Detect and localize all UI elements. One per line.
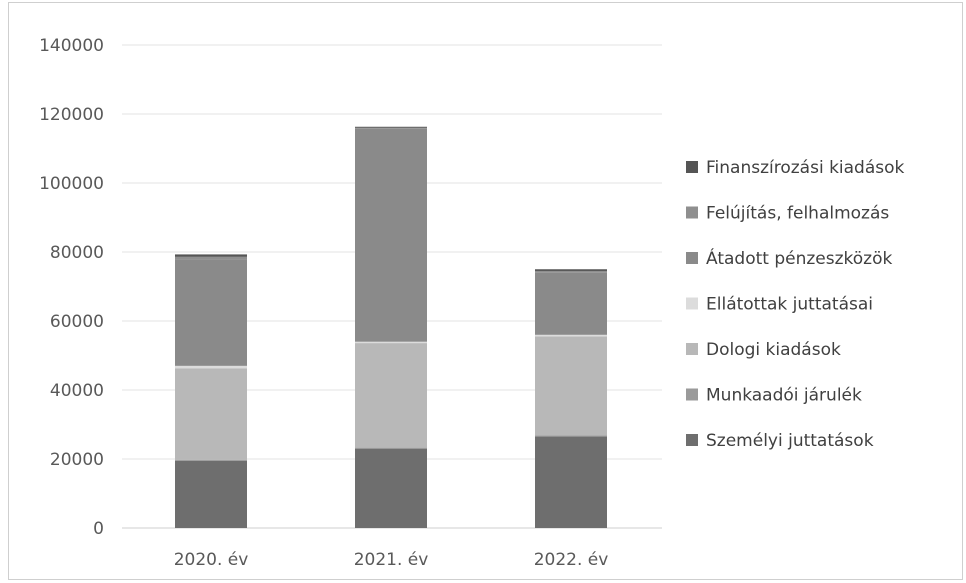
bar-segment (175, 256, 247, 260)
legend-label: Finanszírozási kiadások (706, 158, 905, 178)
legend-swatch (686, 434, 698, 446)
bar-segment (355, 126, 427, 128)
bar-segment (535, 334, 607, 337)
bar-segment (175, 460, 247, 528)
legend-label: Átadott pénzeszközök (706, 247, 892, 269)
x-axis-tick-labels: 2020. év 2021. év 2022. év (174, 550, 609, 570)
x-tick-label: 2022. év (534, 550, 609, 570)
legend-swatch (686, 343, 698, 355)
y-tick-label: 80000 (50, 243, 104, 263)
legend-swatch (686, 297, 698, 310)
legend-item: Átadott pénzeszközök (686, 247, 892, 269)
y-tick-label: 60000 (50, 312, 104, 332)
bar-segment (355, 341, 427, 344)
bar-segment (535, 435, 607, 437)
legend-swatch (686, 252, 698, 264)
legend-label: Ellátottak juttatásai (706, 295, 873, 315)
bar-segment (355, 343, 427, 448)
bar-segment (175, 259, 247, 366)
x-tick-label: 2021. év (354, 550, 429, 570)
bar-segment (175, 368, 247, 460)
bar-segment (175, 365, 247, 369)
bar-segment (535, 270, 607, 273)
legend-item: Felújítás, felhalmozás (686, 204, 889, 224)
legend-item: Munkaadói járulék (686, 386, 862, 406)
legend-label: Felújítás, felhalmozás (706, 204, 889, 224)
legend-item: Ellátottak juttatásai (686, 295, 873, 315)
legend-item: Személyi juttatások (686, 431, 874, 451)
y-axis-tick-labels: 0 20000 40000 60000 80000 100000 120000 140000 (39, 36, 104, 539)
bar-segment (355, 128, 427, 342)
legend-label: Dologi kiadások (706, 340, 841, 360)
bar-segment (175, 459, 247, 461)
y-tick-label: 0 (93, 519, 104, 539)
legend-item: Dologi kiadások (686, 340, 841, 360)
legend-label: Személyi juttatások (706, 431, 874, 451)
y-tick-label: 140000 (39, 36, 104, 56)
bar-segment (535, 336, 607, 436)
legend-swatch (686, 388, 698, 401)
bar-segment (355, 127, 427, 129)
y-tick-label: 100000 (39, 174, 104, 194)
legend-label: Munkaadói járulék (706, 386, 862, 406)
bars (175, 126, 607, 528)
bar-segment (535, 272, 607, 335)
y-tick-label: 20000 (50, 450, 104, 470)
bar-segment (355, 447, 427, 449)
legend-swatch (686, 206, 698, 219)
legend: Finanszírozási kiadások Felújítás, felhal… (686, 158, 905, 451)
legend-swatch (686, 161, 698, 173)
chart-frame (8, 2, 963, 580)
bar-segment (175, 254, 247, 257)
legend-item: Finanszírozási kiadások (686, 158, 905, 178)
y-tick-label: 120000 (39, 105, 104, 125)
bar-segment (535, 269, 607, 271)
bar-segment (535, 436, 607, 528)
y-tick-label: 40000 (50, 381, 104, 401)
x-tick-label: 2020. év (174, 550, 249, 570)
bar-segment (355, 448, 427, 528)
